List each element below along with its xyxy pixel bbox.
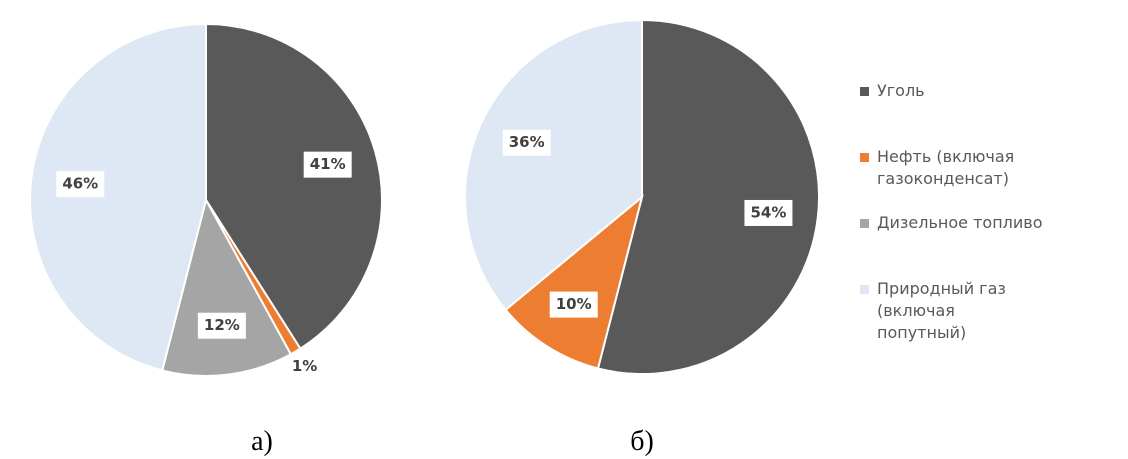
label-bg (549, 291, 598, 318)
data-label: 41% (310, 155, 346, 173)
label-bg (502, 129, 551, 156)
pie-slice (161, 197, 293, 377)
legend-item: Уголь (860, 80, 1047, 102)
legend-swatch (860, 285, 869, 294)
label-bg (56, 171, 105, 198)
legend-item: Дизельное топливо (860, 212, 1047, 234)
caption: а) (251, 426, 273, 457)
caption: б) (630, 426, 654, 457)
data-label: 54% (750, 203, 786, 221)
pie-slice (464, 18, 643, 312)
legend-label: Дизельное топливо (877, 213, 1043, 232)
pie-slice (29, 22, 207, 372)
label-bg (744, 199, 793, 226)
data-label: 46% (62, 175, 98, 193)
data-label: 36% (509, 133, 545, 151)
legend-label: Природный газ (включая попутный) (877, 279, 1006, 342)
label-bg (303, 151, 352, 178)
legend-item: Нефть (включая газоконденсат) (860, 146, 1047, 190)
pie-slice (504, 194, 644, 370)
data-label: 1% (292, 357, 317, 375)
data-label: 10% (556, 295, 592, 313)
legend-label: Уголь (877, 81, 925, 100)
label-bg (197, 312, 246, 339)
legend-swatch (860, 87, 869, 96)
legend-item: Природный газ (включая попутный) (860, 278, 1047, 344)
data-label: 12% (204, 316, 240, 334)
pie-slice (596, 18, 820, 375)
legend-swatch (860, 219, 869, 228)
legend-swatch (860, 153, 869, 162)
legend-label: Нефть (включая газоконденсат) (877, 147, 1015, 188)
